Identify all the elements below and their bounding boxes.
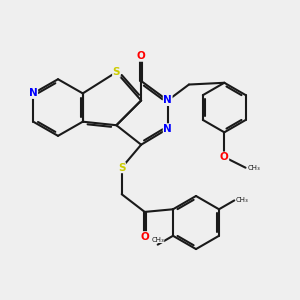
Text: O: O bbox=[220, 152, 229, 162]
Text: CH₃: CH₃ bbox=[236, 197, 249, 203]
Text: S: S bbox=[118, 163, 125, 173]
Text: S: S bbox=[112, 67, 120, 77]
Text: O: O bbox=[140, 232, 149, 242]
Text: N: N bbox=[29, 88, 38, 98]
Text: N: N bbox=[163, 95, 172, 106]
Text: CH₃: CH₃ bbox=[247, 165, 260, 171]
Text: CH₃: CH₃ bbox=[151, 237, 164, 243]
Text: O: O bbox=[137, 51, 146, 61]
Text: N: N bbox=[163, 124, 172, 134]
